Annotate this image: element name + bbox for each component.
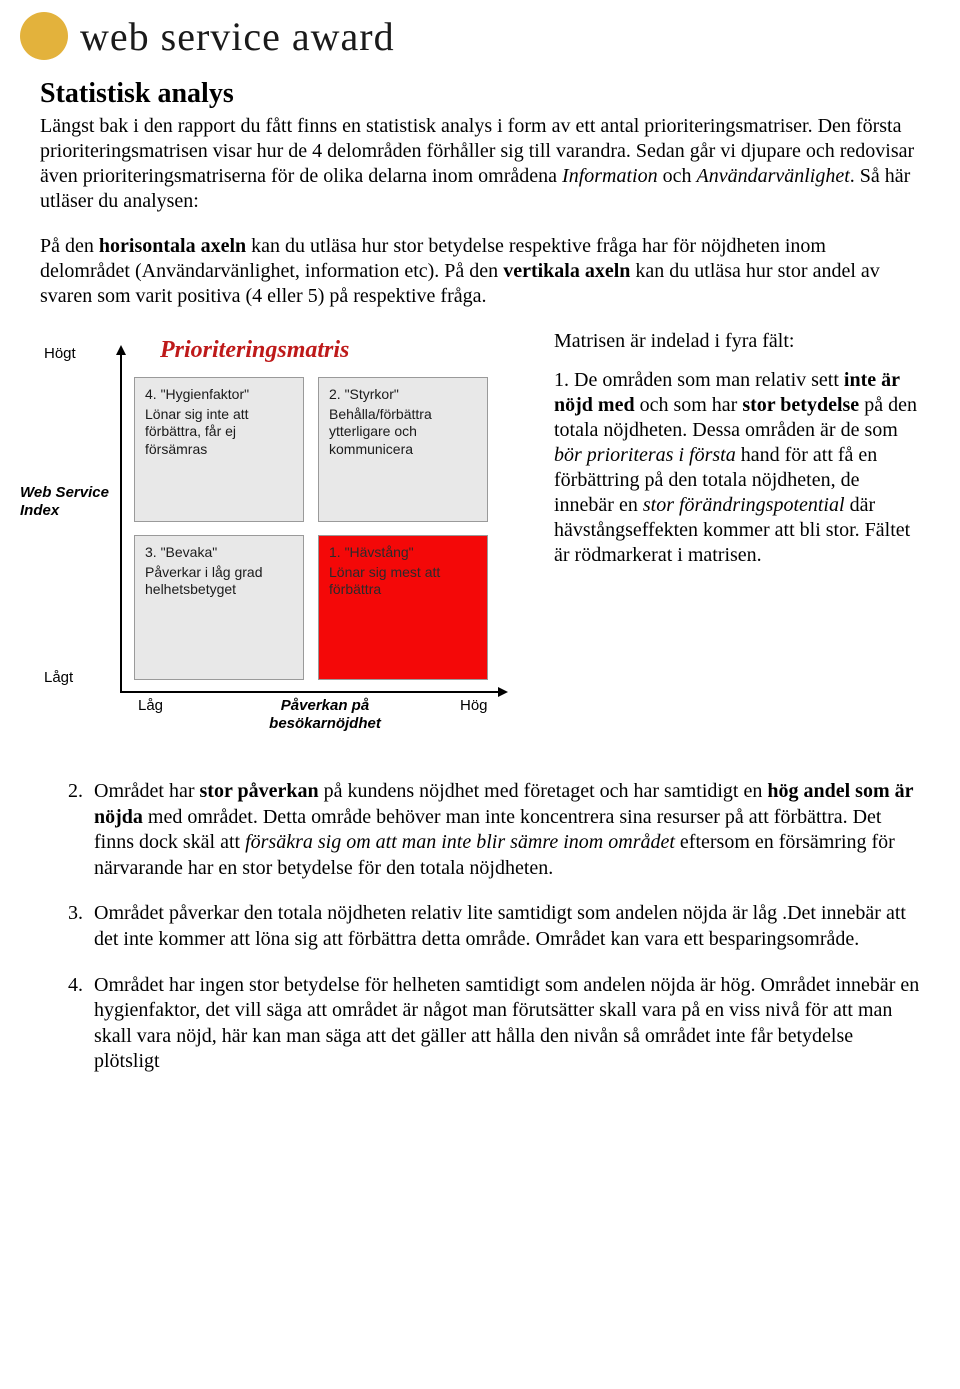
matrix-title: Prioriteringsmatris (160, 337, 349, 364)
priority-matrix-diagram: Prioriteringsmatris Högt Lågt Web Servic… (40, 329, 530, 759)
quadrant-4-title: 4. "Hygienfaktor" (145, 386, 293, 404)
y-axis-line (120, 353, 122, 693)
intro-italic-1: Information (562, 165, 658, 187)
intro-paragraph: Längst bak i den rapport du fått finns e… (40, 114, 920, 214)
axes-paragraph: På den horisontala axeln kan du utläsa h… (40, 234, 920, 309)
x-axis-low-label: Låg (138, 697, 163, 714)
li2-b: på kundens nöjdhet med företaget och har… (319, 780, 768, 802)
axes-b1: horisontala axeln (99, 235, 246, 257)
aside1-a: De områden som man relativ sett (569, 369, 844, 391)
aside-lead: Matrisen är indelad i fyra fält: (554, 329, 920, 354)
intro-italic-2: Användarvänlighet (696, 165, 849, 187)
aside-item-1: 1. De områden som man relativ sett inte … (554, 368, 920, 568)
quadrant-1-text: Lönar sig mest att förbättra (329, 564, 477, 599)
aside-column: Matrisen är indelad i fyra fält: 1. De o… (554, 329, 920, 582)
quadrant-1-highlight: 1. "Hävstång" Lönar sig mest att förbätt… (318, 535, 488, 680)
y-axis-high-label: Högt (44, 345, 76, 362)
page-content: Statistisk analys Längst bak i den rappo… (0, 68, 960, 1125)
aside1-i1: bör prioriteras i första (554, 444, 736, 466)
aside1-b2: stor betydelse (742, 394, 859, 416)
intro-text-2: och (658, 165, 697, 187)
li2-i1: försäkra sig om att man inte blir sämre … (245, 831, 675, 853)
list-item-3: Området påverkar den totala nöjdheten re… (88, 901, 920, 952)
aside1-num: 1. (554, 369, 569, 391)
page-header: web service award (0, 0, 960, 68)
quadrant-3-text: Påverkar i låg grad helhetsbetyget (145, 564, 293, 599)
quadrant-3-title: 3. "Bevaka" (145, 544, 293, 562)
numbered-list: Området har stor påverkan på kundens nöj… (40, 779, 920, 1075)
quadrant-4: 4. "Hygienfaktor" Lönar sig inte att för… (134, 377, 304, 522)
quadrant-4-text: Lönar sig inte att förbättra, får ej för… (145, 406, 293, 459)
axes-b2: vertikala axeln (503, 260, 630, 282)
x-axis-label: Påverkan på besökarnöjdhet (240, 697, 410, 733)
figure-row: Prioriteringsmatris Högt Lågt Web Servic… (40, 329, 920, 759)
aside1-c: och som har (635, 394, 743, 416)
list-item-4: Området har ingen stor betydelse för hel… (88, 973, 920, 1075)
li2-b1: stor påverkan (200, 780, 319, 802)
quadrant-2-title: 2. "Styrkor" (329, 386, 477, 404)
priority-matrix: Prioriteringsmatris Högt Lågt Web Servic… (40, 329, 530, 759)
section-heading: Statistisk analys (40, 78, 920, 110)
brand-dot-icon (20, 12, 68, 60)
x-axis-line (120, 691, 500, 693)
aside1-i2: stor förändringspotential (643, 494, 845, 516)
quadrant-2: 2. "Styrkor" Behålla/förbättra ytterliga… (318, 377, 488, 522)
list-item-2: Området har stor påverkan på kundens nöj… (88, 779, 920, 881)
brand-title: web service award (80, 13, 395, 60)
quadrant-2-text: Behålla/förbättra ytterligare och kommun… (329, 406, 477, 459)
quadrant-1-title: 1. "Hävstång" (329, 544, 477, 562)
y-axis-low-label: Lågt (44, 669, 73, 686)
axes-p1: På den (40, 235, 99, 257)
y-axis-label: Web Service Index (20, 484, 110, 520)
x-axis-high-label: Hög (460, 697, 488, 714)
quadrant-3: 3. "Bevaka" Påverkar i låg grad helhetsb… (134, 535, 304, 680)
li2-a: Området har (94, 780, 200, 802)
